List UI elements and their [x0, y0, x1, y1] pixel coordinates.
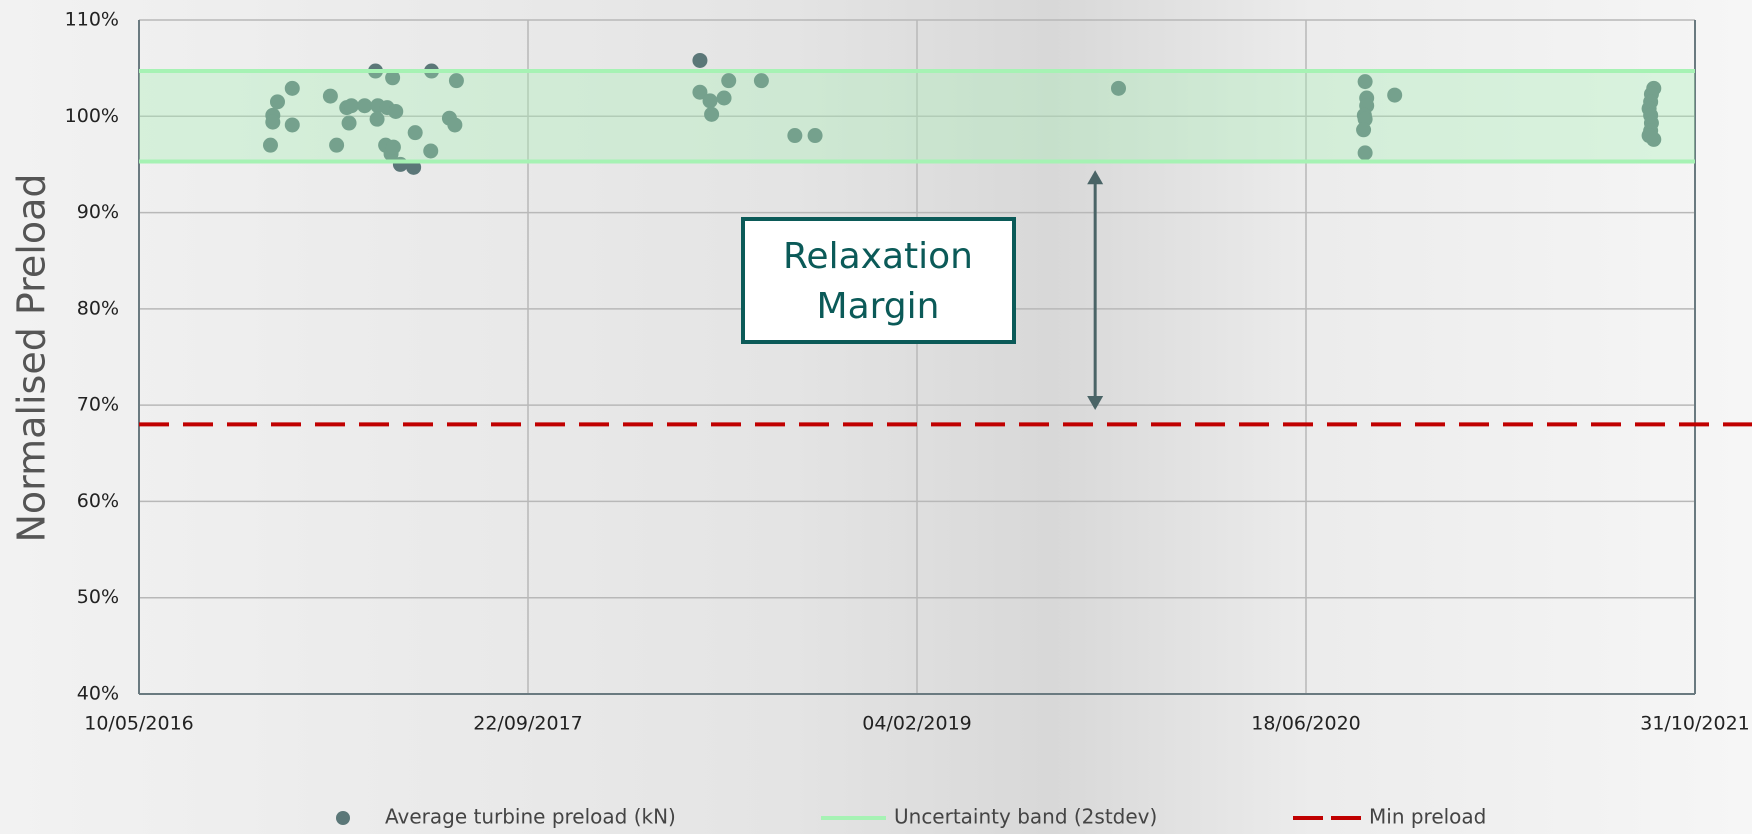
- y-tick-label: 70%: [77, 394, 119, 416]
- data-point: [753, 73, 769, 89]
- legend-label: Average turbine preload (kN): [385, 805, 676, 829]
- data-point: [807, 128, 823, 144]
- legend-label: Min preload: [1369, 805, 1486, 829]
- data-point: [269, 94, 285, 110]
- data-point: [1357, 145, 1373, 161]
- data-point: [702, 93, 718, 109]
- data-point: [388, 103, 404, 119]
- data-point: [385, 70, 401, 86]
- data-point: [284, 117, 300, 133]
- y-tick-label: 90%: [77, 201, 119, 223]
- y-tick-label: 80%: [77, 297, 119, 319]
- data-point: [322, 88, 338, 104]
- data-point: [343, 98, 359, 114]
- data-point: [448, 73, 464, 89]
- arrow-head: [1087, 395, 1104, 410]
- data-point: [369, 111, 385, 127]
- data-point: [265, 114, 281, 130]
- data-point: [716, 90, 732, 106]
- data-point: [704, 106, 720, 122]
- data-point: [1356, 122, 1372, 138]
- legend-marker: [336, 811, 350, 825]
- legend-label: Uncertainty band (2stdev): [894, 805, 1157, 829]
- data-point: [406, 159, 422, 175]
- y-tick-label: 110%: [65, 9, 119, 31]
- x-tick-label: 04/02/2019: [862, 713, 972, 735]
- data-point: [1387, 87, 1403, 103]
- arrow-head: [1087, 170, 1104, 185]
- data-point: [407, 125, 423, 141]
- data-point: [721, 73, 737, 89]
- data-point: [357, 98, 373, 114]
- data-point: [284, 80, 300, 96]
- x-tick-label: 22/09/2017: [473, 713, 583, 735]
- annotation-text: Relaxation: [783, 236, 973, 277]
- data-point: [1111, 80, 1127, 96]
- data-point: [1357, 74, 1373, 90]
- data-point: [385, 139, 401, 155]
- data-point: [1646, 131, 1662, 147]
- data-point: [262, 137, 278, 153]
- data-point: [341, 115, 357, 131]
- band-area: [139, 71, 1695, 162]
- y-tick-label: 50%: [77, 586, 119, 608]
- y-axis-label: Normalised Preload: [10, 173, 54, 542]
- data-point: [423, 143, 439, 159]
- data-point: [329, 137, 345, 153]
- y-tick-label: 60%: [77, 490, 119, 512]
- data-point: [692, 52, 708, 68]
- x-tick-label: 18/06/2020: [1251, 713, 1361, 735]
- x-tick-label: 31/10/2021: [1640, 713, 1750, 735]
- data-point: [787, 128, 803, 144]
- data-point: [447, 117, 463, 133]
- data-point: [692, 84, 708, 100]
- annotation-box: [741, 217, 1016, 344]
- x-tick-label: 10/05/2016: [84, 713, 194, 735]
- y-tick-label: 100%: [65, 105, 119, 127]
- y-tick-label: 40%: [77, 683, 119, 705]
- annotation-text: Margin: [817, 286, 940, 327]
